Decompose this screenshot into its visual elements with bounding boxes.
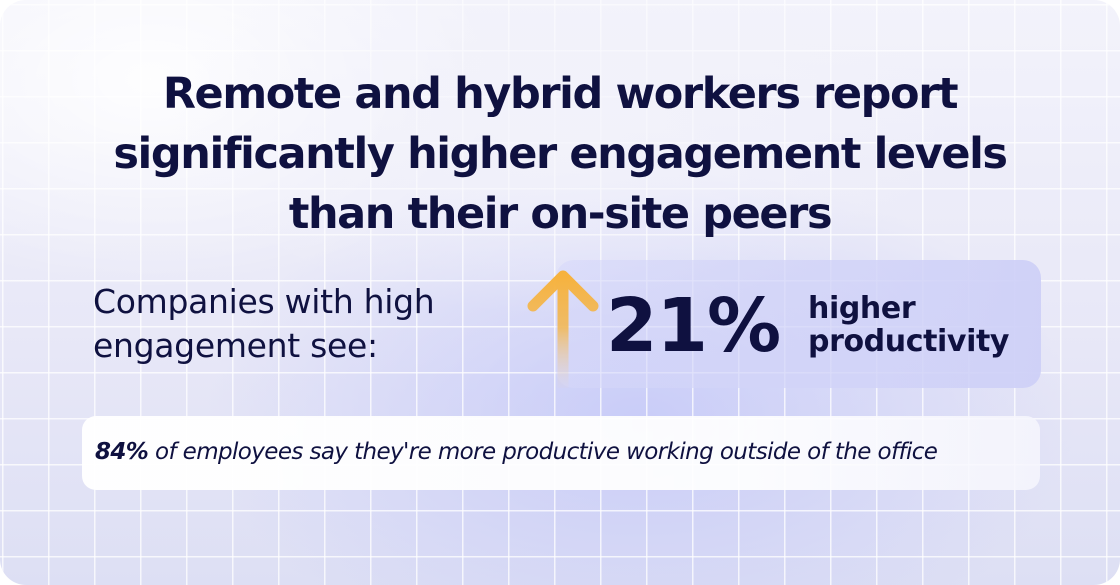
stat-panel xyxy=(556,260,1041,388)
headline-line-1: Remote and hybrid workers report xyxy=(162,69,959,119)
quote-highlight: 84% xyxy=(95,439,149,465)
headline-line-3: than their on-site peers xyxy=(288,189,833,239)
stat-label-line-2: productivity xyxy=(808,324,1010,359)
companies-statement: Companies with high engagement see: xyxy=(93,280,513,368)
stat-label-line-1: higher xyxy=(808,291,916,326)
quote-body: of employees say they're more productive… xyxy=(148,439,938,465)
headline: Remote and hybrid workers report signifi… xyxy=(60,64,1060,244)
arrow-up-icon xyxy=(527,270,599,388)
headline-line-2: significantly higher engagement levels xyxy=(113,129,1008,179)
stat-value: 21% xyxy=(606,283,781,369)
stat-label: higher productivity xyxy=(808,292,1009,358)
companies-line-2: engagement see: xyxy=(93,326,378,365)
quote-text: 84% of employees say they're more produc… xyxy=(95,437,938,467)
companies-line-1: Companies with high xyxy=(93,282,435,321)
quote-bar: 84% of employees say they're more produc… xyxy=(82,416,1040,490)
